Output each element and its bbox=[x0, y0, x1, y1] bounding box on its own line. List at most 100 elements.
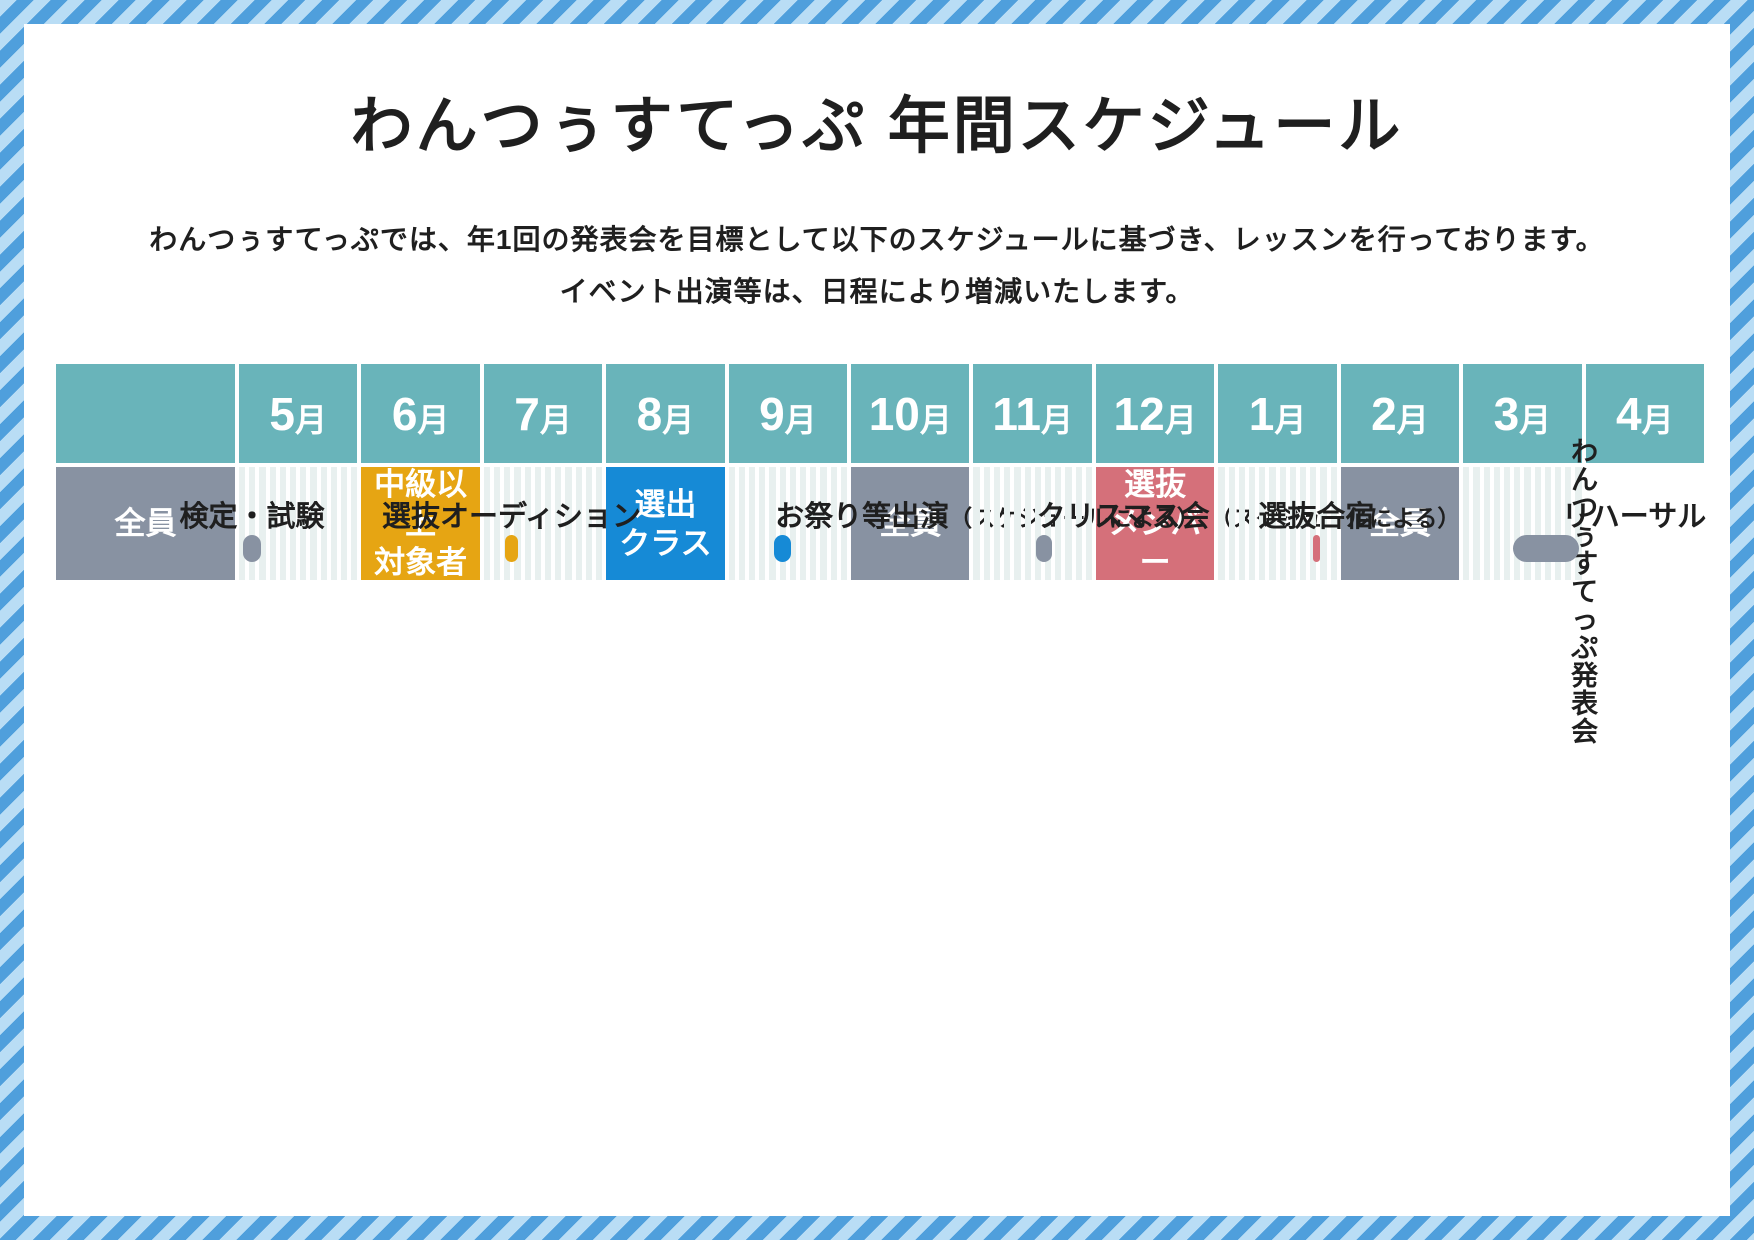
grid-cell bbox=[1269, 467, 1276, 580]
grid-cell bbox=[1483, 467, 1490, 580]
grid-cell bbox=[738, 467, 746, 580]
grid-cell bbox=[1218, 467, 1225, 580]
grid-cell bbox=[1259, 467, 1266, 580]
grid-cell bbox=[973, 467, 980, 580]
grid-cell bbox=[514, 467, 521, 580]
grid-cell bbox=[310, 467, 317, 580]
row-group-everyone-1: 全員 bbox=[56, 467, 235, 580]
grid-cell bbox=[1524, 467, 1531, 580]
grid-cell bbox=[575, 467, 582, 580]
grid-cell bbox=[1463, 467, 1470, 580]
grid-cell bbox=[483, 467, 491, 580]
recital-label: わんつぅ すてっぷ 発表会 bbox=[1571, 438, 1599, 747]
grid-cell bbox=[1514, 467, 1521, 580]
grid-cell bbox=[1034, 467, 1041, 580]
grid-cell bbox=[259, 467, 266, 580]
grid-cell bbox=[1473, 467, 1480, 580]
grid-cell bbox=[545, 467, 552, 580]
grid-cell bbox=[534, 467, 542, 580]
grid-cell bbox=[555, 467, 562, 580]
grid-cell bbox=[494, 467, 501, 580]
event-label-audition: 選抜オーディション bbox=[382, 501, 641, 533]
grid-cell bbox=[1238, 467, 1245, 580]
grid-cell bbox=[1279, 467, 1286, 580]
description-line-1: わんつぅすてっぷでは、年1回の発表会を目標として以下のスケジュールに基づき、レッ… bbox=[149, 224, 1605, 255]
row-track-rehearsal: リハーサル わんつぅ すてっぷ 発表会 bbox=[1463, 438, 1706, 746]
row-group-selected-class: 選出 クラス bbox=[606, 467, 725, 580]
grid-cell bbox=[1055, 467, 1062, 580]
grid-cell bbox=[300, 467, 307, 580]
grid-cell bbox=[789, 467, 797, 580]
grid-cell bbox=[820, 467, 827, 580]
row-track-audition: 選抜オーディション bbox=[382, 467, 641, 580]
row-group-everyone-3: 全員 bbox=[1340, 467, 1460, 580]
grid-cell bbox=[1575, 467, 1582, 580]
row-group-selected-members: 選抜 メンバー bbox=[1095, 467, 1215, 580]
grid-cell bbox=[810, 467, 817, 580]
grid-cell bbox=[1534, 467, 1541, 580]
grid-cell bbox=[1554, 467, 1562, 580]
grid-cell bbox=[1075, 467, 1082, 580]
grid-cell bbox=[1320, 467, 1327, 580]
row-track-kentei: 検定・試験 bbox=[180, 467, 358, 580]
event-label-rehearsal: リハーサル bbox=[1561, 501, 1707, 533]
gantt-bar-christmas bbox=[1035, 535, 1052, 562]
grid-cell bbox=[1503, 467, 1511, 580]
gantt-bar-audition bbox=[504, 535, 519, 562]
grid-cell bbox=[1248, 467, 1256, 580]
grid-cell bbox=[800, 467, 807, 580]
poster-content: わんつぅすてっぷ 年間スケジュール わんつぅすてっぷでは、年1回の発表会を目標と… bbox=[24, 24, 1730, 1216]
grid-cell bbox=[1004, 467, 1011, 580]
description-line-2: イベント出演等は、日程により増減いたします。 bbox=[559, 276, 1195, 307]
grid-cell bbox=[769, 467, 776, 580]
row-track-camp: 選抜合宿 bbox=[1218, 467, 1374, 580]
event-label-festival: お祭り等出演（スケジュールによる） bbox=[775, 501, 1200, 533]
grid-cell bbox=[1330, 467, 1337, 580]
grid-cell bbox=[728, 467, 735, 580]
grid-cell bbox=[749, 467, 756, 580]
gantt-bar-festival bbox=[774, 535, 791, 562]
grid-cell bbox=[1014, 467, 1021, 580]
gantt-bar-camp bbox=[1313, 535, 1320, 562]
gantt-bar-rehearsal bbox=[1513, 535, 1580, 562]
grid-cell bbox=[320, 467, 327, 580]
grid-cell bbox=[1565, 467, 1572, 580]
grid-cell bbox=[249, 467, 256, 580]
grid-cell bbox=[351, 467, 358, 580]
grid-cell bbox=[1024, 467, 1031, 580]
grid-cell bbox=[840, 467, 848, 580]
grid-cell bbox=[830, 467, 837, 580]
grid-cell bbox=[279, 467, 287, 580]
month-header-oct: 10 月 bbox=[851, 364, 970, 463]
grid-cell bbox=[1289, 467, 1296, 580]
grid-cell bbox=[1299, 467, 1307, 580]
grid-cell bbox=[993, 467, 1001, 580]
grid-cell bbox=[290, 467, 297, 580]
description: わんつぅすてっぷでは、年1回の発表会を目標として以下のスケジュールに基づき、レッ… bbox=[24, 214, 1730, 318]
grid-cell bbox=[565, 467, 572, 580]
grid-cell bbox=[524, 467, 531, 580]
grid-cell bbox=[759, 467, 766, 580]
grid-cell bbox=[1044, 467, 1052, 580]
month-header-nov: 11 月 bbox=[973, 364, 1092, 463]
grid-cell bbox=[1065, 467, 1072, 580]
grid-cell bbox=[1493, 467, 1500, 580]
grid-cell bbox=[1310, 467, 1317, 580]
row-group-everyone-2: 全員 bbox=[851, 467, 970, 580]
grid-cell bbox=[341, 467, 348, 580]
event-label-camp: 選抜合宿 bbox=[1258, 501, 1375, 533]
grid-cell bbox=[1544, 467, 1551, 580]
grid-cell bbox=[779, 467, 786, 580]
grid-cell bbox=[239, 467, 246, 580]
